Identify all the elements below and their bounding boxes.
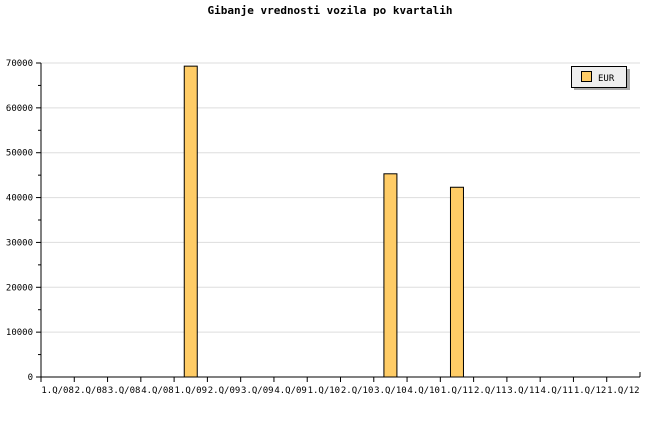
y-tick-label: 20000 — [6, 283, 33, 293]
y-tick-label: 40000 — [6, 194, 33, 204]
x-tick-label: 2.Q/10 — [341, 386, 374, 396]
x-tick-label: 1.Q/12 — [574, 386, 607, 396]
bar — [383, 173, 398, 378]
y-tick-label: 30000 — [6, 238, 33, 248]
y-tick-label: 0 — [28, 373, 33, 383]
x-tick-label: 1.Q/12 — [607, 386, 640, 396]
x-tick-label: 4.Q/09 — [274, 386, 307, 396]
x-tick-label: 1.Q/09 — [174, 386, 207, 396]
x-tick-label: 1.Q/10 — [308, 386, 341, 396]
x-tick-label: 2.Q/09 — [208, 386, 241, 396]
x-tick-label: 4.Q/08 — [141, 386, 174, 396]
x-tick-label: 4.Q/11 — [541, 386, 574, 396]
x-tick-label: 2.Q/11 — [474, 386, 507, 396]
x-tick-label: 3.Q/11 — [507, 386, 540, 396]
bar — [183, 65, 198, 378]
x-tick-label: 1.Q/08 — [41, 386, 74, 396]
y-tick-label: 70000 — [6, 59, 33, 69]
x-tick-label: 3.Q/08 — [108, 386, 141, 396]
y-tick-label: 60000 — [6, 104, 33, 114]
y-tick-label: 50000 — [6, 149, 33, 159]
x-tick-label: 4.Q/10 — [407, 386, 440, 396]
legend-swatch — [581, 71, 592, 82]
legend-label: EUR — [598, 74, 615, 84]
bar — [449, 186, 464, 378]
x-tick-label: 3.Q/09 — [241, 386, 274, 396]
x-tick-label: 1.Q/11 — [441, 386, 474, 396]
x-tick-label: 2.Q/08 — [75, 386, 108, 396]
y-tick-label: 10000 — [6, 328, 33, 338]
x-tick-label: 3.Q/10 — [374, 386, 407, 396]
chart-title: Gibanje vrednosti vozila po kvartalih — [207, 4, 453, 17]
